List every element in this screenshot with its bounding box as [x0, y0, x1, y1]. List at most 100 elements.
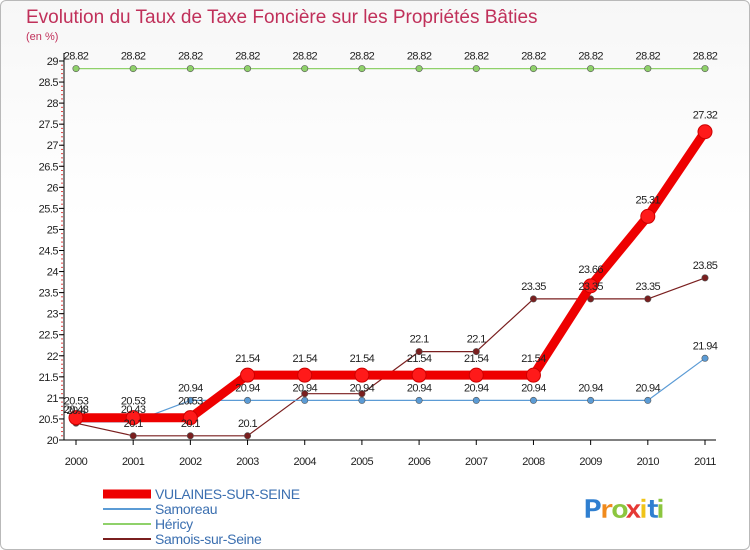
data-label: 20.94 [235, 382, 260, 394]
data-label: 28.82 [292, 51, 317, 63]
data-label: 28.82 [178, 51, 203, 63]
data-label: 22.1 [410, 334, 429, 346]
data-label: 20.53 [121, 396, 146, 408]
data-label: 20.94 [350, 382, 375, 394]
data-point [182, 410, 198, 426]
legend: VULAINES-SUR-SEINESamoreauHéricySamois-s… [103, 486, 300, 547]
data-point [186, 396, 194, 404]
y-tick-label: 23 [47, 309, 59, 321]
data-label: 28.82 [407, 51, 432, 63]
data-label: 27.32 [693, 110, 718, 122]
data-label: 20.1 [124, 418, 143, 430]
y-tick-label: 27.5 [39, 119, 59, 131]
data-label: 21.94 [693, 340, 718, 352]
y-tick-label: 22 [47, 351, 59, 363]
data-label: 23.35 [636, 281, 661, 293]
data-point [583, 278, 599, 294]
axes: 20 20.5 21 21.5 22 22.5 23 23.5 24 24.5 25 25.5 26 26… [39, 53, 717, 468]
x-tick-label: 2011 [694, 456, 716, 468]
y-tick-label: 24 [47, 267, 59, 279]
logo-letter: i [639, 495, 648, 525]
data-label: 20.94 [178, 382, 203, 394]
data-point [244, 432, 252, 440]
data-point [129, 65, 137, 73]
y-tick-label: 29 [47, 56, 59, 68]
data-point [415, 348, 423, 356]
legend-entry: Samoreau [155, 501, 217, 517]
x-tick-label: 2010 [637, 456, 660, 468]
data-point [701, 274, 709, 282]
data-label: 20.94 [636, 382, 661, 394]
data-label: 21.54 [521, 353, 546, 365]
data-point [468, 367, 484, 383]
data-point [587, 65, 595, 73]
y-tick-label: 26.5 [39, 161, 59, 173]
data-label: 20.94 [521, 382, 546, 394]
y-tick-label: 28 [47, 98, 59, 110]
series-h-ricy [72, 65, 709, 73]
x-tick-label: 2007 [465, 456, 488, 468]
data-point [301, 390, 309, 398]
data-label: 25.31 [636, 194, 661, 206]
y-tick-label: 20.5 [39, 414, 59, 426]
data-label: 20.94 [464, 382, 489, 394]
x-tick-label: 2006 [408, 456, 431, 468]
data-point [297, 367, 313, 383]
data-label: 20.43 [121, 404, 146, 416]
data-point [301, 65, 309, 73]
data-point [529, 65, 537, 73]
data-label: 28.82 [636, 51, 661, 63]
data-point [358, 390, 366, 398]
y-tick-label: 24.5 [39, 246, 59, 258]
series-line [75, 357, 706, 423]
y-tick-label: 25 [47, 224, 59, 236]
data-point [529, 295, 537, 303]
logo-letter: x [625, 495, 642, 525]
y-tick-label: 27 [47, 140, 59, 152]
data-label: 28.82 [464, 51, 489, 63]
data-label: 28.82 [350, 51, 375, 63]
data-point [411, 367, 427, 383]
x-tick-label: 2002 [179, 456, 202, 468]
y-tick-label: 20 [47, 435, 59, 447]
x-tick-label: 2009 [579, 456, 602, 468]
chart-title: Evolution du Taux de Taxe Foncière sur l… [26, 7, 538, 28]
data-point [472, 348, 480, 356]
data-point [244, 396, 252, 404]
legend-entry: Héricy [155, 516, 193, 532]
data-label: 23.35 [521, 281, 546, 293]
data-label: 28.82 [693, 51, 718, 63]
data-label: 20.53 [178, 396, 203, 408]
data-label: 28.82 [121, 51, 146, 63]
y-tick-label: 22.5 [39, 330, 59, 342]
data-point [701, 354, 709, 362]
x-tick-label: 2008 [522, 456, 545, 468]
data-label: 28.82 [64, 51, 89, 63]
data-point [529, 396, 537, 404]
logo-letter: o [611, 495, 629, 525]
data-label: 28.82 [235, 51, 260, 63]
data-label: 21.54 [235, 353, 260, 365]
data-point [525, 367, 541, 383]
data-point [415, 65, 423, 73]
legend-entry: Samois-sur-Seine [155, 531, 262, 547]
data-label: 28.82 [578, 51, 603, 63]
data-point [587, 396, 595, 404]
series-vulaines-sur-seine [68, 124, 713, 426]
legend-entry: VULAINES-SUR-SEINE [155, 486, 300, 502]
data-label: 23.66 [578, 264, 603, 276]
data-point [72, 65, 80, 73]
chart-subtitle: (en %) [26, 31, 58, 43]
data-label: 20.1 [238, 418, 257, 430]
data-label: 21.54 [407, 353, 432, 365]
data-label: 23.35 [578, 281, 603, 293]
data-label: 21.54 [350, 353, 375, 365]
data-label: 20.94 [292, 382, 317, 394]
data-point [644, 65, 652, 73]
data-label: 21.54 [464, 353, 489, 365]
data-label: 20.94 [407, 382, 432, 394]
data-label: 20.1 [181, 418, 200, 430]
data-point [697, 124, 713, 140]
y-tick-label: 26 [47, 182, 59, 194]
x-tick-label: 2001 [122, 456, 145, 468]
